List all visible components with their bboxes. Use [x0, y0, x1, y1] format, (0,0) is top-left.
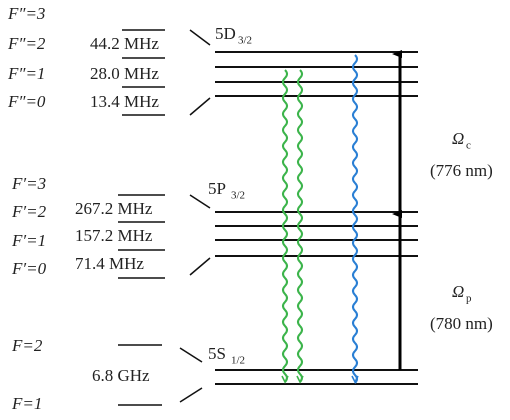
connector — [189, 257, 211, 276]
hyperfine-label: F=1 — [11, 394, 42, 413]
laser-wavelength: (776 nm) — [430, 161, 493, 180]
hyperfine-label: F′=1 — [11, 231, 46, 250]
laser-subscript: c — [466, 140, 471, 152]
state-subscript: 1/2 — [231, 355, 245, 367]
state-label: 5S — [208, 344, 226, 363]
decay-arrowhead — [296, 375, 304, 384]
laser-wavelength: (780 nm) — [430, 314, 493, 333]
splitting-label: 6.8 GHz — [92, 366, 150, 385]
connector — [179, 387, 203, 403]
state-subscript: 3/2 — [238, 35, 252, 47]
splitting-label: 44.2 MHz — [90, 34, 159, 53]
connector — [189, 97, 211, 116]
decay-arrowhead — [351, 375, 359, 384]
hyperfine-label: F″=3 — [7, 4, 45, 23]
splitting-label: 157.2 MHz — [75, 226, 153, 245]
connector — [179, 347, 203, 363]
splitting-label: 71.4 MHz — [75, 254, 144, 273]
hyperfine-label: F″=2 — [7, 34, 46, 53]
state-label: 5P — [208, 179, 226, 198]
hyperfine-label: F″=0 — [7, 92, 46, 111]
decay-arrowhead — [281, 375, 289, 384]
levels — [215, 51, 418, 385]
hyperfine-label: F′=2 — [11, 202, 47, 221]
hyperfine-label: F′=3 — [11, 174, 46, 193]
decay-line — [297, 69, 303, 383]
hyperfine-label: F″=1 — [7, 64, 45, 83]
state-label: 5D — [215, 24, 236, 43]
laser-symbol: Ω — [452, 282, 464, 301]
connector — [189, 29, 211, 46]
left-sketch — [118, 29, 211, 406]
hyperfine-label: F′=0 — [11, 259, 47, 278]
splitting-label: 13.4 MHz — [90, 92, 159, 111]
connector — [189, 194, 211, 209]
decay-line — [282, 69, 288, 383]
laser-subscript: p — [466, 293, 472, 305]
splitting-label: 267.2 MHz — [75, 199, 153, 218]
laser-symbol: Ω — [452, 129, 464, 148]
hyperfine-label: F=2 — [11, 336, 43, 355]
decay-line — [352, 54, 358, 384]
splitting-label: 28.0 MHz — [90, 64, 159, 83]
state-subscript: 3/2 — [231, 190, 245, 202]
